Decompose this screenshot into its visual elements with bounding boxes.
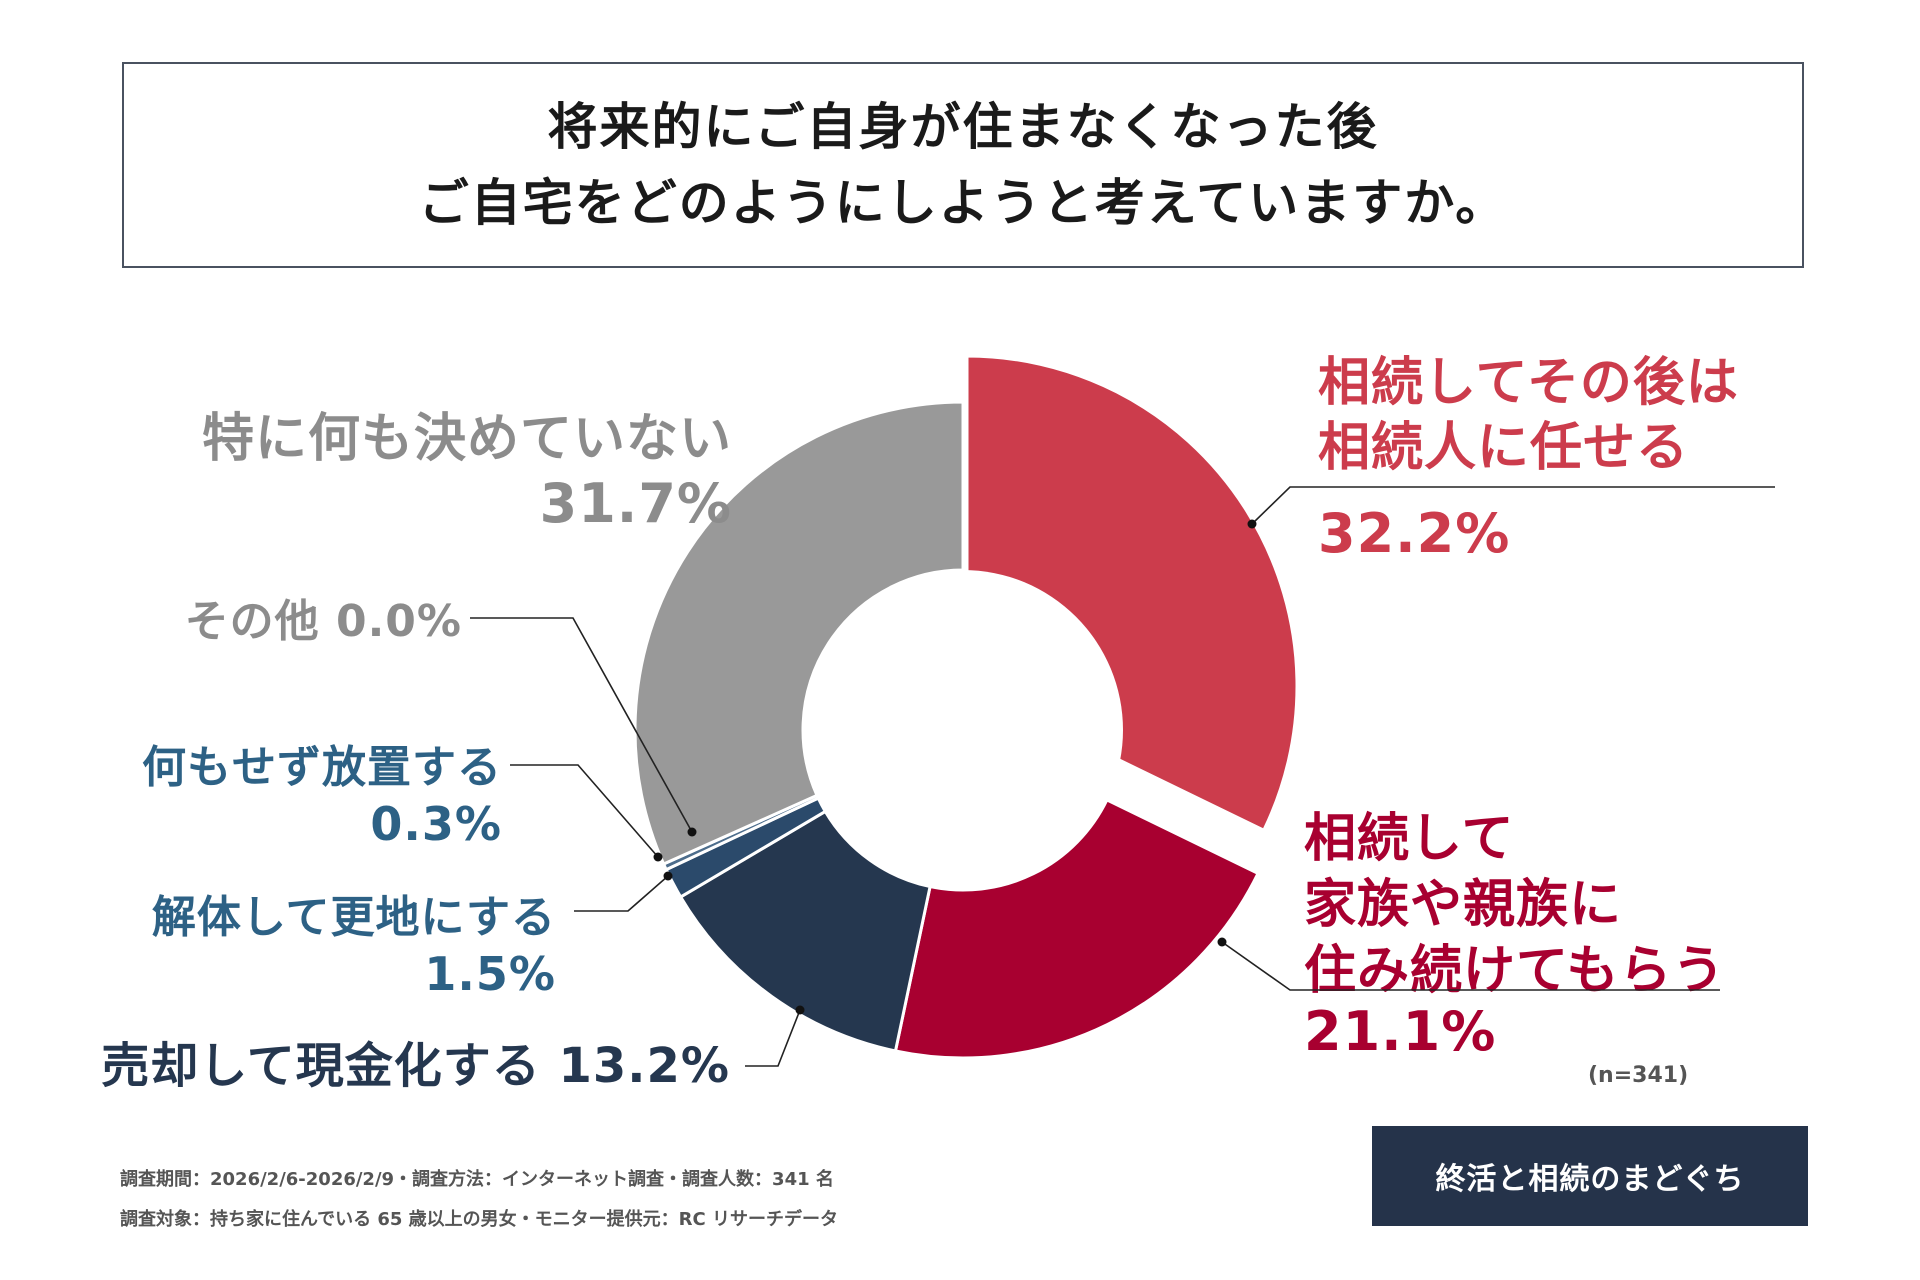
title-box: 将来的にご自身が住まなくなった後 ご自宅をどのようにしようと考えていますか。 (122, 62, 1804, 268)
label-slice-0-line-1: 相続してその後は (1318, 353, 1739, 413)
leader-line-slice-3 (574, 875, 669, 912)
leader-dot-slice-2 (795, 1005, 805, 1015)
leader-line-slice-4 (510, 764, 659, 858)
value-label-slice-6: 31.7% (540, 472, 732, 535)
leader-line-slice-0 (1251, 486, 1775, 525)
chart-title-line-2: ご自宅をどのようにしようと考えていますか。 (418, 174, 1508, 232)
value-label-slice-4: 0.3% (370, 797, 502, 851)
value-label-slice-0: 32.2% (1318, 502, 1510, 565)
label-slice-2: 売却して現金化する 13.2% (101, 1038, 730, 1094)
chart-title-line-1: 将来的にご自身が住まなくなった後 (547, 98, 1379, 156)
label-slice-4: 何もせず放置する (142, 742, 502, 793)
label-slice-5: その他 0.0% (185, 596, 462, 647)
label-slice-1-line-2: 家族や親族に (1304, 875, 1622, 935)
label-slice-6: 特に何も決めていない (202, 409, 732, 469)
label-slice-0-line-2: 相続人に任せる (1318, 418, 1689, 478)
survey-target-note: 調査対象：持ち家に住んでいる 65 歳以上の男女・モニター提供元：RC リサーチ… (120, 1209, 839, 1230)
value-label-slice-3: 1.5% (424, 947, 556, 1001)
label-slice-1-line-3: 住み続けてもらう (1304, 941, 1725, 1001)
leader-dot-slice-5 (687, 827, 697, 837)
value-label-slice-1: 21.1% (1304, 1000, 1496, 1063)
label-slice-1-line-1: 相続して (1304, 809, 1514, 869)
leader-dot-slice-3 (663, 871, 673, 881)
leader-line-slice-5 (470, 617, 693, 833)
brand-logo-text: 終活と相続のまどぐち (1435, 1162, 1745, 1197)
label-slice-3: 解体して更地にする (152, 892, 556, 943)
survey-period-note: 調査期間：2026/2/6-2026/2/9・調査方法：インターネット調査・調査… (120, 1169, 834, 1190)
leader-dot-slice-1 (1217, 937, 1227, 947)
leader-line-slice-1 (1221, 941, 1720, 991)
brand-logo: 終活と相続のまどぐち (1372, 1126, 1808, 1226)
leader-dot-slice-0 (1247, 519, 1257, 529)
donut-hole (803, 570, 1123, 890)
leader-dot-slice-4 (653, 852, 663, 862)
sample-size-note: (n=341) (1588, 1063, 1689, 1088)
leader-line-slice-2 (745, 1009, 801, 1067)
